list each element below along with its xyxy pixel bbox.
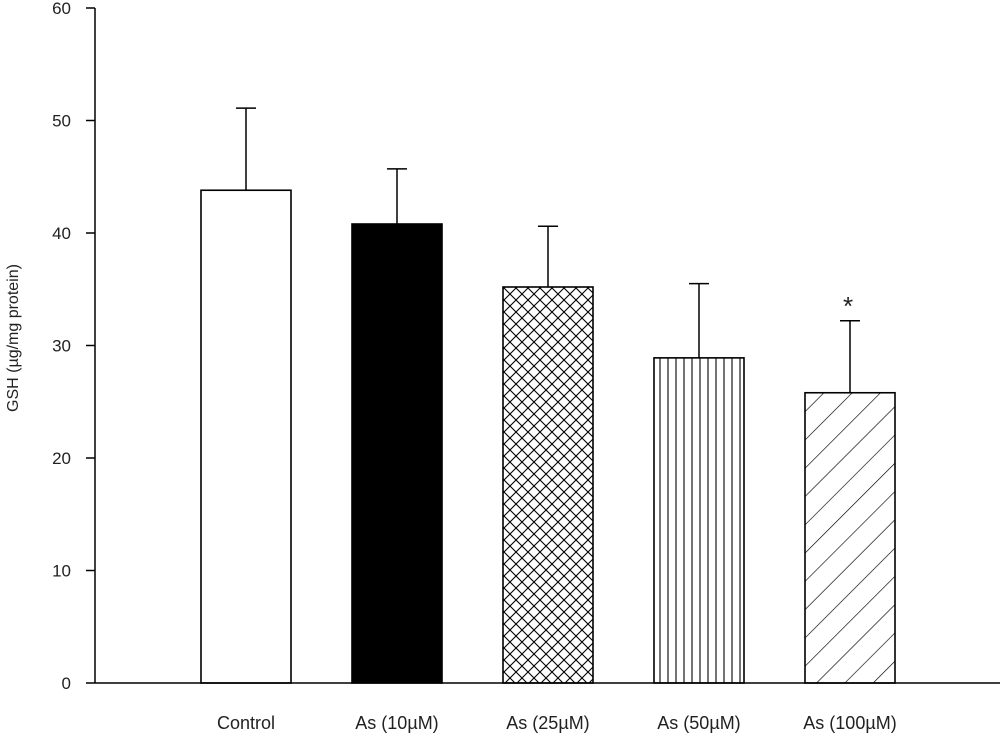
category-label: Control [217,713,275,733]
error-bars [236,107,860,393]
y-axis-ticks: 0 10 20 30 40 50 60 [52,0,95,693]
bar [200,189,292,684]
bar [351,223,443,684]
y-tick-label: 0 [62,674,71,693]
bar [804,391,896,684]
category-label: As (100µM) [803,713,896,733]
y-tick-label: 50 [52,112,71,131]
category-label: As (25µM) [506,713,589,733]
significance-marker: * [843,291,853,321]
bars [200,189,896,684]
y-tick-label: 20 [52,449,71,468]
y-axis-label: GSH (µg/mg protein) [5,264,22,412]
annotations: * [843,291,853,321]
category-label: As (10µM) [355,713,438,733]
bar [653,357,745,684]
y-tick-label: 40 [52,224,71,243]
bar [502,286,594,684]
y-tick-label: 30 [52,337,71,356]
y-tick-label: 60 [52,0,71,18]
category-label: As (50µM) [657,713,740,733]
category-labels: Control As (10µM) As (25µM) As (50µM) As (10… [217,713,897,733]
y-tick-label: 10 [52,562,71,581]
